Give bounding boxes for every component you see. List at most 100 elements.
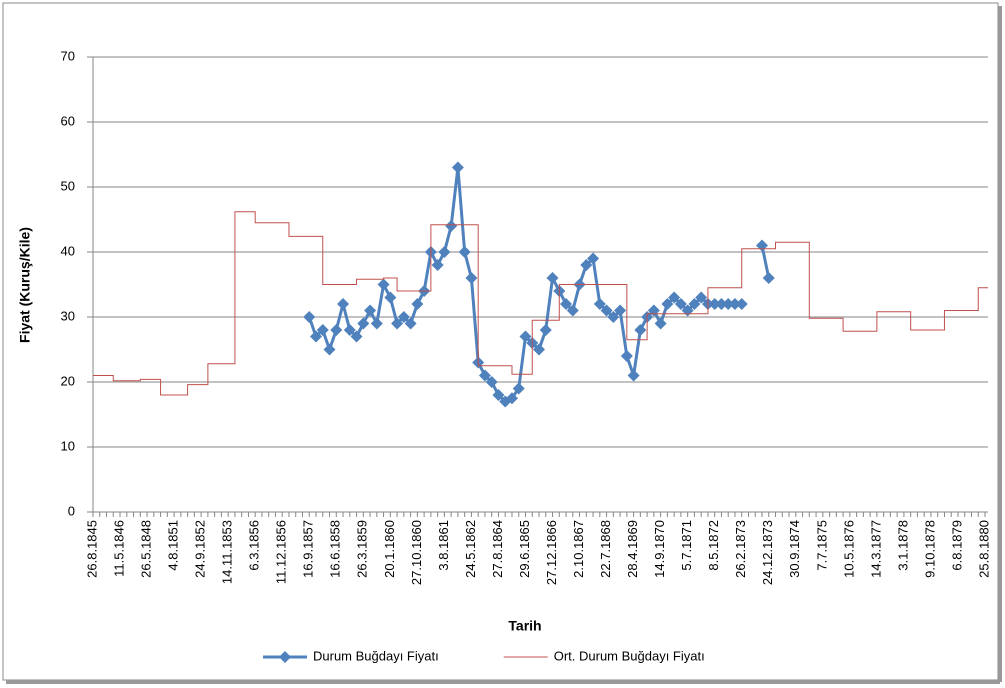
point-marker: [478, 369, 491, 382]
point-marker: [438, 246, 451, 258]
point-marker: [505, 392, 518, 405]
point-marker: [465, 272, 478, 284]
x-tick-label: 7.7.1875: [814, 520, 829, 571]
point-marker: [587, 252, 600, 265]
legend-label: Durum Buğdayı Fiyatı: [313, 648, 439, 663]
point-marker: [316, 324, 329, 336]
x-tick-label: 11.5.1846: [111, 520, 126, 577]
x-tick-label: 24.9.1852: [193, 520, 208, 578]
x-tick-label: 4.8.1851: [166, 520, 181, 571]
point-marker: [391, 317, 404, 330]
point-marker: [715, 298, 728, 310]
x-tick-label: 3.1.1878: [895, 520, 910, 571]
point-marker: [735, 298, 748, 310]
point-marker: [722, 298, 735, 310]
x-tick-label: 14.9.1870: [652, 520, 667, 578]
point-marker: [593, 298, 606, 310]
x-tick-label: 14.3.1877: [868, 520, 883, 578]
point-marker: [634, 324, 647, 336]
point-marker: [404, 317, 417, 330]
point-marker: [546, 272, 559, 284]
point-marker: [762, 272, 775, 284]
x-tick-label: 26.2.1873: [733, 520, 748, 578]
point-marker: [728, 298, 741, 310]
point-marker: [614, 304, 627, 317]
x-tick-label: 29.6.1865: [517, 520, 532, 578]
x-tick-label: 24.5.1862: [463, 520, 478, 578]
x-tick-label: 22.7.1868: [598, 520, 613, 578]
point-marker: [674, 298, 687, 310]
legend-label: Ort. Durum Buğdayı Fiyatı: [554, 648, 705, 663]
point-marker: [337, 298, 350, 310]
x-tick-label: 16.9.1857: [301, 520, 316, 578]
x-tick-label: 9.10.1878: [922, 520, 937, 578]
point-marker: [600, 304, 613, 317]
point-marker: [357, 317, 370, 330]
point-marker: [668, 291, 681, 304]
point-marker: [519, 330, 532, 343]
x-tick-label: 27.10.1860: [409, 520, 424, 585]
x-tick-label: 16.6.1858: [328, 520, 343, 578]
point-marker: [661, 298, 674, 310]
point-marker: [512, 382, 525, 395]
point-marker: [384, 291, 397, 304]
point-marker: [445, 220, 458, 232]
x-tick-label: 27.12.1866: [544, 520, 559, 585]
x-tick-label: 6.3.1856: [247, 520, 262, 571]
x-tick-label: 25.8.1880: [976, 520, 991, 578]
y-tick-label: 0: [68, 503, 75, 518]
x-tick-label: 24.12.1873: [760, 520, 775, 585]
chart-frame: [2, 2, 999, 681]
point-marker: [397, 311, 410, 323]
point-marker: [539, 324, 552, 336]
point-marker: [364, 304, 377, 317]
x-tick-label: 27.8.1864: [490, 520, 505, 578]
point-marker: [695, 291, 708, 304]
x-tick-label: 3.8.1861: [436, 520, 451, 571]
point-marker: [330, 324, 343, 336]
point-marker: [492, 389, 505, 401]
x-tick-label: 26.5.1848: [138, 520, 153, 578]
x-tick-label: 14.11.1853: [220, 520, 235, 584]
point-marker: [370, 317, 383, 330]
point-marker: [303, 311, 316, 323]
y-tick-label: 30: [61, 308, 75, 323]
point-marker: [451, 161, 464, 174]
series-line: [760, 245, 771, 279]
point-marker: [620, 350, 633, 362]
point-marker: [485, 376, 498, 388]
x-tick-label: 8.5.1872: [706, 520, 721, 571]
x-tick-label: 30.9.1874: [787, 520, 802, 578]
point-marker: [580, 259, 593, 271]
x-tick-label: 6.8.1879: [949, 520, 964, 571]
y-tick-label: 60: [61, 113, 75, 128]
x-tick-label: 2.10.1867: [571, 520, 586, 578]
point-marker: [377, 278, 390, 291]
x-tick-label: 28.4.1869: [625, 520, 640, 578]
point-marker: [533, 343, 545, 356]
x-tick-label: 5.7.1871: [679, 520, 694, 571]
point-marker: [411, 298, 424, 310]
point-marker: [343, 324, 356, 336]
point-marker: [627, 369, 640, 382]
point-marker: [350, 330, 363, 343]
x-tick-label: 26.3.1859: [355, 520, 370, 578]
series-line: [93, 211, 988, 396]
y-axis-title: Fiyat (Kuruş/Kile): [17, 227, 33, 343]
point-marker: [708, 298, 721, 310]
y-tick-label: 40: [61, 243, 75, 258]
point-marker: [431, 259, 444, 271]
y-tick-label: 10: [61, 438, 75, 453]
x-axis-title: Tarih: [508, 618, 541, 634]
x-tick-label: 26.8.1845: [84, 520, 99, 578]
point-marker: [688, 298, 701, 310]
point-marker: [458, 246, 471, 258]
y-tick-label: 20: [61, 373, 75, 388]
point-marker: [654, 317, 667, 330]
y-tick-label: 70: [61, 48, 75, 63]
x-tick-label: 11.12.1856: [274, 520, 289, 584]
point-marker: [566, 304, 579, 317]
point-marker: [560, 298, 573, 310]
